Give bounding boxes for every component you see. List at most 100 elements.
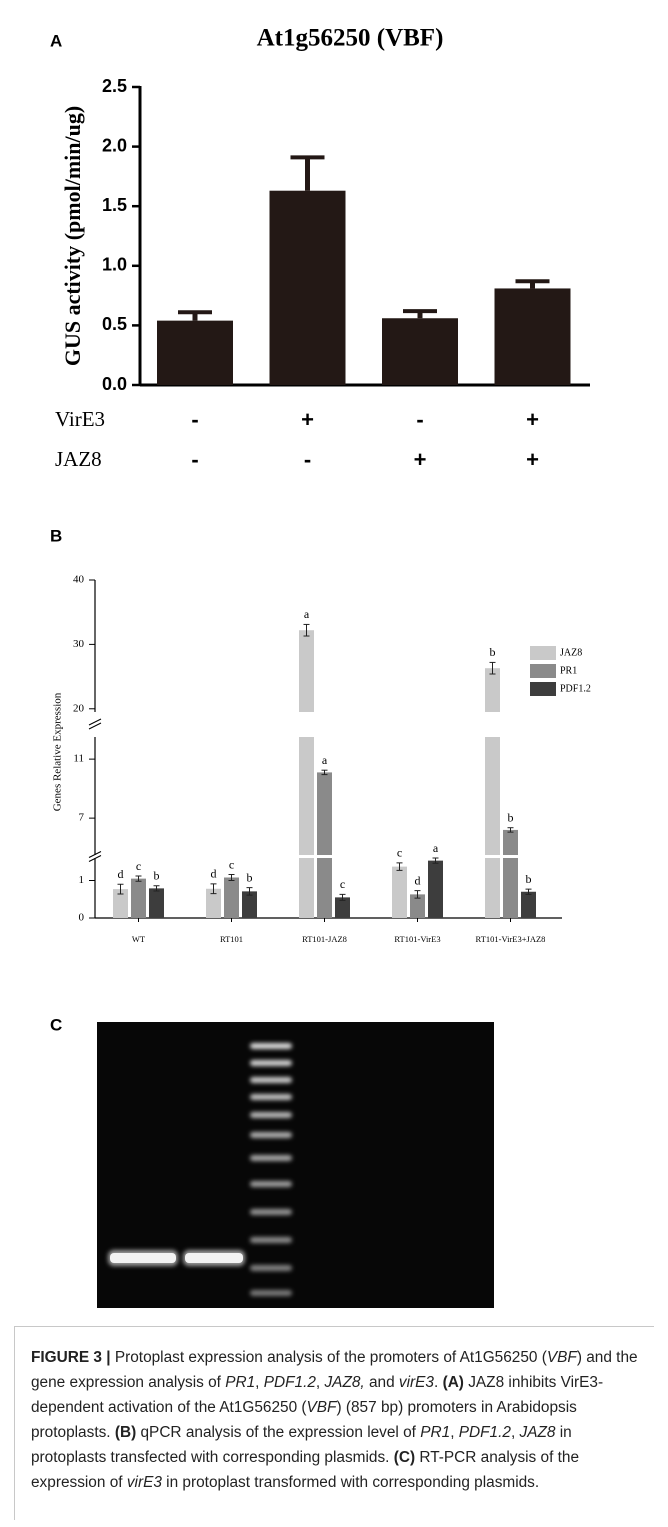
bar (242, 891, 257, 918)
chart-title: At1g56250 (VBF) (257, 25, 444, 52)
x-tick-label: RT101-VirE3 (394, 934, 440, 944)
caption-text: JAZ8 inhibits VirE3-dependent activation… (31, 1374, 604, 1416)
y-tick-label: 1 (79, 874, 85, 886)
caption-text: , (315, 1374, 325, 1391)
significance-letter: b (247, 870, 253, 884)
panel-label: C (50, 1015, 62, 1034)
significance-letter: a (304, 607, 310, 621)
panel-label: B (50, 526, 62, 545)
significance-letter: b (508, 810, 514, 824)
significance-letter: c (136, 859, 141, 873)
significance-letter: b (526, 872, 532, 886)
axis-break (88, 851, 102, 862)
condition-sign: - (304, 447, 311, 472)
significance-letter: c (229, 857, 234, 871)
significance-letter: c (340, 877, 345, 891)
bar (269, 190, 346, 385)
caption-text: (C) (393, 1449, 416, 1466)
y-axis-label: GUS activity (pmol/min/ug) (60, 106, 85, 366)
caption-text: PR1 (420, 1424, 451, 1441)
caption-text: , (510, 1424, 520, 1441)
x-tick-label: RT101-JAZ8 (302, 934, 347, 944)
caption-box: FIGURE 3 | Protoplast expression analysi… (14, 1326, 654, 1520)
panel-label: A (50, 31, 62, 50)
caption-text: , (255, 1374, 264, 1391)
condition-sign: + (526, 407, 539, 432)
ladder-band (250, 1077, 292, 1083)
bar (428, 860, 443, 918)
condition-name: VirE3 (55, 407, 105, 431)
caption-text: and (364, 1374, 399, 1391)
y-tick-label: 0.0 (102, 374, 127, 394)
caption: FIGURE 3 | Protoplast expression analysi… (31, 1345, 647, 1495)
bar (485, 858, 500, 918)
y-tick-label: 1.5 (102, 195, 127, 215)
y-axis-label: Genes Relative Expression (52, 692, 64, 811)
y-tick-label: 0 (79, 912, 85, 924)
ladder-band (250, 1209, 292, 1215)
ladder-band (250, 1181, 292, 1187)
caption-text: (A) (442, 1374, 464, 1391)
bar (113, 889, 128, 918)
caption-text: VBF (546, 1349, 577, 1366)
y-tick-label: 7 (79, 812, 85, 824)
ladder-band (250, 1290, 292, 1296)
bar (317, 772, 332, 855)
caption-text: (B) (114, 1424, 137, 1441)
ladder-band (250, 1094, 292, 1100)
bar (485, 668, 500, 712)
legend-label: JAZ8 (560, 647, 582, 658)
y-tick-label: 30 (73, 638, 85, 650)
x-tick-label: RT101 (220, 934, 243, 944)
gel-band (185, 1253, 243, 1263)
y-tick-label: 2.5 (102, 76, 127, 96)
bar (503, 858, 518, 918)
bar (494, 288, 571, 385)
caption-text: , (450, 1424, 459, 1441)
ladder-band (250, 1060, 292, 1066)
ladder-band (250, 1155, 292, 1161)
significance-letter: a (322, 753, 328, 767)
caption-text: JAZ8, (324, 1374, 365, 1391)
bar (299, 737, 314, 855)
condition-name: JAZ8 (55, 447, 102, 471)
bar (392, 866, 407, 918)
significance-letter: d (118, 867, 124, 881)
figure: A At1g56250 (VBF) GUS activity (pmol/min/u… (50, 25, 591, 1308)
caption-text: FIGURE 3 | (31, 1349, 111, 1366)
ladder-band (250, 1043, 292, 1049)
x-tick-label: RT101-VirE3+JAZ8 (476, 934, 546, 944)
bar (382, 318, 458, 385)
bar (299, 858, 314, 918)
bar (206, 888, 221, 918)
axis-break (88, 718, 102, 730)
legend-label: PDF1.2 (560, 683, 591, 694)
caption-text: virE3 (126, 1474, 162, 1491)
y-tick-label: 11 (73, 753, 84, 765)
significance-letter: c (397, 846, 402, 860)
significance-letter: b (490, 645, 496, 659)
caption-text: Protoplast expression analysis of the pr… (110, 1349, 547, 1366)
legend-swatch (530, 646, 556, 660)
gel-band (110, 1253, 176, 1263)
condition-sign: + (414, 447, 427, 472)
bar (157, 320, 233, 385)
caption-text: ) (857 bp) promoters in Arabidopsis prot… (31, 1399, 577, 1441)
legend-label: PR1 (560, 665, 577, 676)
significance-letter: b (154, 869, 160, 883)
bar (503, 829, 518, 855)
significance-letter: a (433, 841, 439, 855)
condition-sign: - (191, 447, 198, 472)
y-tick-label: 1.0 (102, 255, 127, 275)
y-tick-label: 20 (73, 702, 85, 714)
legend-swatch (530, 664, 556, 678)
bar (131, 878, 146, 918)
caption-text: VBF (306, 1399, 337, 1416)
caption-text: PDF1.2 (458, 1424, 511, 1441)
bar (335, 897, 350, 918)
x-tick-label: WT (132, 934, 146, 944)
condition-sign: + (301, 407, 314, 432)
y-tick-label: 0.5 (102, 314, 127, 334)
bar (299, 630, 314, 712)
